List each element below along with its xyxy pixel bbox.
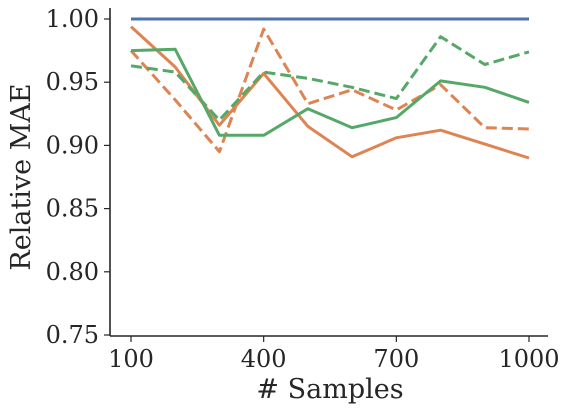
axes-layer [109,8,548,337]
series-layer [129,17,530,160]
series-line-4 [130,47,530,137]
y-tick-label: 1.00 [46,5,99,33]
series-line-2 [129,25,530,160]
x-tick-label: 100 [108,345,154,373]
x-tick-label: 700 [373,345,419,373]
series-line-5 [130,35,530,122]
x-tick-label: 1000 [498,345,559,373]
series-line-3 [129,27,530,154]
y-tick-label: 0.95 [46,68,99,96]
y-tick-label: 0.75 [46,321,99,349]
y-tick-label: 0.90 [46,131,99,159]
y-axis-label: Relative MAE [6,83,37,270]
x-tick-label: 400 [241,345,287,373]
y-tick-label: 0.80 [46,258,99,286]
ticks-layer: 100 400 700 1000 0.75 0.80 0.85 0.90 0.95 1.00 [46,5,560,373]
y-tick-label: 0.85 [46,195,99,223]
x-axis-label: # Samples [256,374,403,405]
